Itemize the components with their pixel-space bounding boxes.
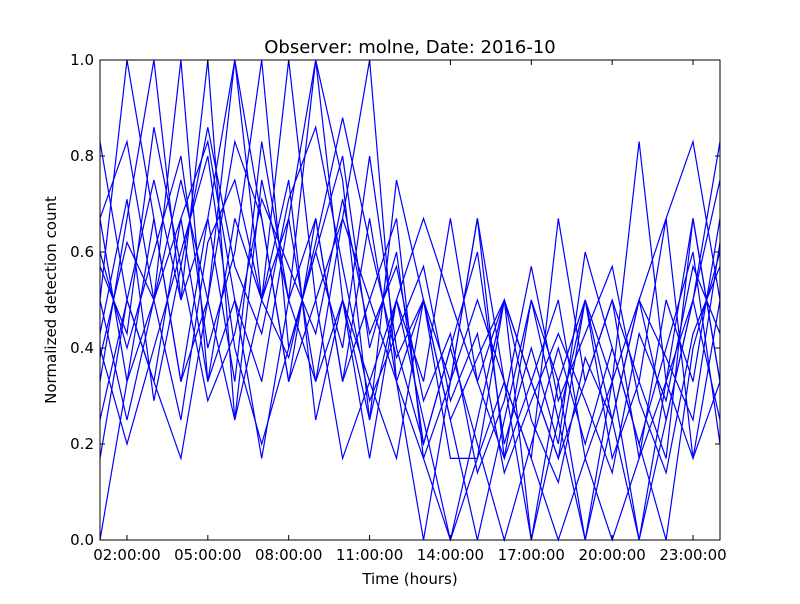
chart-title: Observer: molne, Date: 2016-10 [264,37,556,58]
series-line-12 [99,139,721,461]
y-tick-label: 0.0 [70,531,94,549]
series-line-14 [99,155,721,543]
series-line-11 [99,127,721,476]
y-axis: 0.0 0.2 0.4 0.6 0.8 1.0 [70,51,720,549]
plot-frame [99,59,721,541]
series-layer [99,59,721,543]
y-tick-label: 0.2 [70,435,94,453]
series-line-1 [99,59,721,461]
y-tick-label: 0.6 [70,243,94,261]
series-line-7 [99,124,721,476]
x-tick-label: 05:00:00 [174,546,241,564]
x-tick-label: 14:00:00 [417,546,484,564]
x-tick-label: 08:00:00 [255,546,322,564]
series-line-10 [99,117,721,485]
x-axis: 02:00:00 05:00:00 08:00:00 11:00:00 14:00:00… [93,60,727,564]
x-tick-label: 02:00:00 [93,546,160,564]
series-line-9 [99,59,721,541]
x-tick-label: 11:00:00 [336,546,403,564]
x-tick-label: 20:00:00 [578,546,645,564]
x-tick-label: 23:00:00 [659,546,726,564]
series-line-13 [99,139,721,542]
y-axis-label: Normalized detection count [42,196,60,404]
series-line-8 [99,59,721,541]
x-tick-label: 17:00:00 [498,546,565,564]
x-axis-label: Time (hours) [361,570,457,588]
series-line-3 [99,59,721,459]
y-tick-label: 0.4 [70,339,94,357]
y-tick-label: 1.0 [70,51,94,69]
y-tick-label: 0.8 [70,147,94,165]
